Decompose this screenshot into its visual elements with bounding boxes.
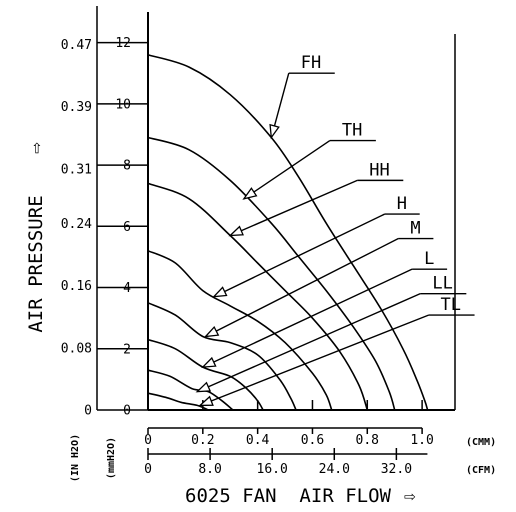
x-tick-label: 0.8 [356,433,379,448]
arrowhead-icon [228,225,244,237]
x-secondary-tick-label: 8.0 [198,462,221,477]
curve-label-ll: LL [432,274,452,294]
curve-label-l: L [424,249,434,269]
y-tick-label: 12 [115,36,131,51]
x-axis: 0 0.2 0.4 0.6 0.8 1.0 0 8.0 16.0 24.0 32.0 [144,400,434,477]
x-secondary-tick-label: 24.0 [319,462,350,477]
y-tick-label: 10 [115,97,131,112]
y-unit-primary: (mmH2O) [106,437,117,479]
curve-th [147,136,396,411]
plot-frame [96,6,456,411]
arrowhead-icon [203,325,220,338]
y-secondary-tick-label: 0.31 [61,162,92,177]
x-axis-arrow-icon: ⇨ [404,485,415,507]
arrowhead-icon [269,123,280,140]
y-tick-label: 4 [123,281,131,296]
leader-line [229,179,358,237]
x-secondary-tick-label: 0 [144,462,152,477]
curve-l [147,338,264,411]
arrowhead-icon [242,187,258,200]
y-tick-label: 0 [123,404,131,419]
y-secondary-tick-label: 0.47 [61,38,92,53]
y-secondary-tick-label: 0.39 [61,100,92,115]
y-unit-secondary: (IN H2O) [70,434,81,482]
curve-label-h: H [397,194,407,214]
y-axis: 0 2 4 6 8 10 12 0 0.08 0.16 0.24 0.31 0.39 0.47 [61,36,148,419]
y-tick-label: 8 [123,159,131,174]
curve-label-fh: FH [301,53,321,73]
y-axis-title: AIR PRESSURE [25,195,47,332]
x-unit-primary: (CMM) [466,437,496,448]
leader-line [213,213,386,298]
leader-line [202,268,413,368]
y-tick-label: 2 [123,342,131,357]
y-tick-label: 6 [123,220,131,235]
arrowhead-icon [198,395,214,407]
arrowhead-icon [195,381,212,393]
x-tick-label: 0.4 [246,433,270,448]
x-tick-label: 0.2 [191,433,214,448]
curve-series [147,54,429,411]
curve-h [147,250,333,411]
y-axis-arrow-icon: ⇨ [25,142,47,153]
arrowhead-icon [212,286,228,298]
y-secondary-tick-label: 0.24 [61,217,92,232]
x-tick-label: 1.0 [410,433,433,448]
y-secondary-tick-label: 0.08 [61,341,92,356]
curve-label-tl: TL [441,295,461,315]
curve-label-m: M [410,219,420,239]
leader-line [199,314,429,407]
y-secondary-tick-label: 0.16 [61,279,92,294]
x-secondary-tick-label: 16.0 [257,462,288,477]
y-secondary-tick-label: 0 [84,404,92,419]
curve-label-hh: HH [369,160,389,180]
x-tick-label: 0 [144,433,152,448]
arrowhead-icon [201,356,217,368]
curve-label-th: TH [342,121,362,141]
curve-tl [147,392,209,411]
curve-hh [147,182,369,411]
curve-m [147,302,297,411]
x-axis-title: 6025 FAN AIR FLOW [185,485,391,507]
leader-line [243,140,331,200]
x-tick-label: 0.6 [301,433,324,448]
leader-line [197,293,421,393]
x-secondary-tick-label: 32.0 [381,462,412,477]
x-unit-secondary: (CFM) [466,465,496,476]
curve-fh [147,54,429,411]
leader-line [205,237,399,338]
axis-titles: AIR PRESSURE ⇨ 6025 FAN AIR FLOW ⇨ (CMM)… [25,142,496,507]
